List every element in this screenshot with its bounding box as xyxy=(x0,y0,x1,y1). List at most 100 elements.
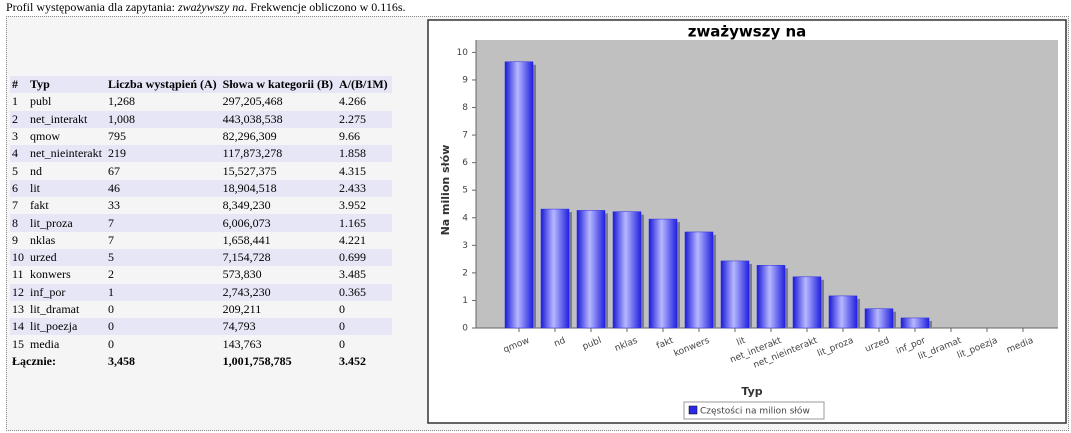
table-cell: 2 xyxy=(12,111,18,126)
table-cell: 1,268 xyxy=(107,94,135,109)
table-cell: 3.952 xyxy=(338,198,366,213)
y-tick-label: 6 xyxy=(462,158,468,168)
bar xyxy=(720,260,750,329)
table-cell: lit_proza xyxy=(30,215,73,230)
bar xyxy=(756,265,786,329)
table-row: 15 media 0 143,763 0 xyxy=(10,335,392,352)
bar xyxy=(684,231,714,329)
table-cell: 82,296,309 xyxy=(222,129,277,144)
x-axis-label: Typ xyxy=(741,385,762,398)
table-cell: 143,763 xyxy=(222,336,262,351)
y-tick-label: 3 xyxy=(462,241,468,251)
bar xyxy=(864,308,894,329)
table-cell: 0 xyxy=(107,336,114,351)
table-cell: 1,008 xyxy=(107,111,135,126)
table-cell: nklas xyxy=(30,232,56,247)
y-tick-label: 5 xyxy=(462,186,468,196)
y-tick-label: 4 xyxy=(462,213,468,223)
table-cell: 0 xyxy=(338,336,345,351)
table-cell: lit_poezja xyxy=(30,319,78,334)
chart-title: zważywszy na xyxy=(688,23,807,41)
table-cell: 117,873,278 xyxy=(222,146,283,161)
y-tick-label: 10 xyxy=(457,48,469,58)
table-cell: 0.365 xyxy=(338,284,366,299)
y-tick-label: 0 xyxy=(462,324,468,334)
table-cell: lit xyxy=(30,180,41,195)
table-cell: 795 xyxy=(107,129,126,144)
table-row: 5 nd 67 15,527,375 4.315 xyxy=(10,162,392,179)
table-cell: 8 xyxy=(12,215,18,230)
table-row: 3 qmow 795 82,296,309 9.66 xyxy=(10,128,392,145)
table-cell: 13 xyxy=(12,302,24,316)
table-cell: 1 xyxy=(12,94,18,109)
table-cell: 2 xyxy=(107,267,114,282)
table-cell: 14 xyxy=(12,319,24,334)
table-header: # Typ Liczba wystąpień (A) Słowa w kategori… xyxy=(10,76,392,94)
table-cell: 5 xyxy=(107,250,114,265)
table-cell: 573,830 xyxy=(222,267,262,282)
table-row: 8 lit_proza 7 6,006,073 1.165 xyxy=(10,214,392,232)
table-cell: 9 xyxy=(12,232,18,247)
table-cell: 6 xyxy=(12,180,18,195)
bar xyxy=(900,317,930,329)
table-cell: 74,793 xyxy=(222,319,256,334)
table-cell: fakt xyxy=(30,198,49,213)
table-cell: 443,038,538 xyxy=(222,111,283,126)
table-cell: 219 xyxy=(107,146,126,161)
table-cell: 1,658,441 xyxy=(222,232,271,247)
table-row: 14 lit_poezja 0 74,793 0 xyxy=(10,318,392,336)
y-axis-label: Na milion słów xyxy=(439,145,452,236)
total-row: Łącznie: 3,458 1,001,758,785 3.452 xyxy=(10,353,392,370)
table-cell: 10 xyxy=(12,250,24,265)
table-cell: publ xyxy=(30,94,52,109)
table-cell: 4.266 xyxy=(338,94,366,109)
table-cell: 7 xyxy=(12,198,18,213)
table-cell: 15,527,375 xyxy=(222,163,277,178)
table-cell: 18,904,518 xyxy=(222,180,277,195)
table-cell: 33 xyxy=(107,198,120,213)
table-cell: 1 xyxy=(107,284,114,299)
table-cell: 5 xyxy=(12,163,18,178)
table-row: 4 net_nieinterakt 219 117,873,278 1.858 xyxy=(10,145,392,163)
header: Profil występowania dla zapytania: zważy… xyxy=(6,0,405,14)
header-prefix: Profil występowania dla zapytania: xyxy=(6,0,175,14)
column-header: Liczba wystąpień (A) xyxy=(107,77,217,92)
table-cell: 9.66 xyxy=(338,129,360,144)
table-cell: 4 xyxy=(12,146,18,161)
table-cell: 3 xyxy=(12,129,18,144)
table-row: 11 konwers 2 573,830 3.485 xyxy=(10,266,392,283)
table-row: 12 inf_por 1 2,743,230 0.365 xyxy=(10,283,392,301)
y-tick-label: 7 xyxy=(462,131,468,141)
table-cell: 3.485 xyxy=(338,267,366,282)
table-cell: 0 xyxy=(107,319,114,334)
table-cell: qmow xyxy=(30,129,60,144)
table-cell: inf_por xyxy=(30,284,66,299)
table-cell: 297,205,468 xyxy=(222,94,283,109)
table-cell: 0 xyxy=(338,319,345,334)
total-cell: 3.452 xyxy=(338,353,366,368)
bar xyxy=(612,211,642,329)
column-header: A/(B/1M) xyxy=(338,77,388,92)
table-cell: konwers xyxy=(30,267,71,282)
table-cell: 7,154,728 xyxy=(222,250,271,265)
table-row: 13 lit_dramat 0 209,211 0 xyxy=(10,301,392,318)
total-cell: 1,001,758,785 xyxy=(222,353,292,368)
table-cell: 4.221 xyxy=(338,232,366,247)
table-cell: 1.858 xyxy=(338,146,366,161)
table-cell: 1.165 xyxy=(338,215,366,230)
column-header: # xyxy=(12,77,18,92)
table-row: 6 lit 46 18,904,518 2.433 xyxy=(10,179,392,198)
table-row: 2 net_interakt 1,008 443,038,538 2.275 xyxy=(10,110,392,128)
legend-swatch xyxy=(688,405,698,415)
table-cell: net_interakt xyxy=(30,111,88,126)
table-cell: 2,743,230 xyxy=(222,284,271,299)
table-row: 10 urzed 5 7,154,728 0.699 xyxy=(10,248,392,267)
y-tick-label: 1 xyxy=(462,296,468,306)
table-row: 9 nklas 7 1,658,441 4.221 xyxy=(10,232,392,249)
table-cell: media xyxy=(30,336,60,351)
table-cell: 6,006,073 xyxy=(222,215,271,230)
bar xyxy=(648,218,678,329)
frequency-table: # Typ Liczba wystąpień (A) Słowa w kategori… xyxy=(10,76,392,370)
